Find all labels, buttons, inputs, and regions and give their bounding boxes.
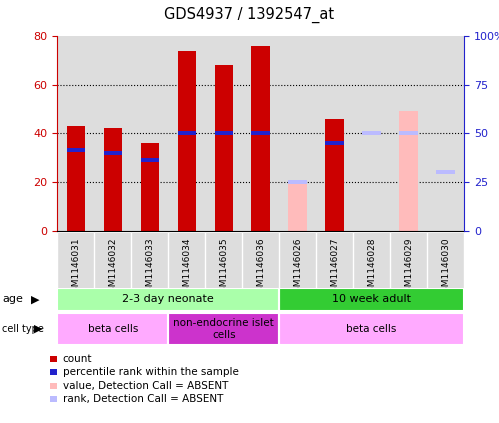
Text: beta cells: beta cells	[88, 324, 138, 334]
Bar	[288, 180, 307, 184]
Bar	[57, 36, 94, 231]
Bar	[390, 233, 427, 288]
Text: GSM1146035: GSM1146035	[219, 237, 228, 298]
Bar	[178, 50, 196, 231]
Bar	[279, 288, 464, 311]
Text: ▶: ▶	[34, 324, 42, 334]
Text: value, Detection Call = ABSENT: value, Detection Call = ABSENT	[63, 381, 228, 391]
Bar	[104, 151, 122, 155]
Bar	[353, 36, 390, 231]
Bar	[215, 131, 233, 135]
Bar	[288, 184, 307, 231]
Bar	[168, 36, 205, 231]
Bar	[279, 36, 316, 231]
Bar	[67, 126, 85, 231]
Bar	[279, 233, 316, 288]
Text: rank, Detection Call = ABSENT: rank, Detection Call = ABSENT	[63, 394, 223, 404]
Bar	[57, 288, 279, 311]
Bar	[251, 46, 270, 231]
Text: GSM1146033: GSM1146033	[145, 237, 154, 298]
Bar	[131, 36, 168, 231]
Text: GSM1146031: GSM1146031	[71, 237, 80, 298]
Bar	[316, 36, 353, 231]
Bar	[205, 36, 242, 231]
Bar	[353, 233, 390, 288]
Bar	[399, 131, 418, 135]
Bar	[141, 143, 159, 231]
Bar	[131, 233, 168, 288]
Bar	[316, 233, 353, 288]
Bar	[399, 111, 418, 231]
Text: GSM1146026: GSM1146026	[293, 237, 302, 297]
Text: age: age	[2, 294, 23, 304]
Text: GSM1146032: GSM1146032	[108, 237, 117, 297]
Bar	[427, 36, 464, 231]
Text: percentile rank within the sample: percentile rank within the sample	[63, 367, 239, 377]
Bar	[242, 233, 279, 288]
Text: beta cells: beta cells	[346, 324, 397, 334]
Bar	[325, 118, 344, 231]
Bar	[242, 36, 279, 231]
Bar	[279, 313, 464, 345]
Bar	[57, 233, 94, 288]
Text: count: count	[63, 354, 92, 364]
Bar	[390, 36, 427, 231]
Text: GSM1146028: GSM1146028	[367, 237, 376, 297]
Bar	[178, 131, 196, 135]
Bar	[168, 313, 279, 345]
Bar	[279, 313, 464, 345]
Text: ▶: ▶	[31, 294, 39, 304]
Bar	[67, 148, 85, 152]
Text: GDS4937 / 1392547_at: GDS4937 / 1392547_at	[165, 6, 334, 22]
Bar	[141, 158, 159, 162]
Text: GSM1146030: GSM1146030	[441, 237, 450, 298]
Bar	[251, 131, 270, 135]
Bar	[436, 170, 455, 174]
Bar	[94, 233, 131, 288]
Bar	[325, 141, 344, 145]
Bar	[205, 233, 242, 288]
Text: non-endocrine islet
cells: non-endocrine islet cells	[173, 318, 274, 340]
Bar	[427, 233, 464, 288]
Bar	[362, 131, 381, 135]
Bar	[57, 288, 279, 311]
Text: GSM1146027: GSM1146027	[330, 237, 339, 297]
Bar	[168, 313, 279, 345]
Bar	[57, 313, 168, 345]
Text: 10 week adult: 10 week adult	[332, 294, 411, 304]
Bar	[57, 313, 168, 345]
Text: GSM1146034: GSM1146034	[182, 237, 191, 297]
Text: GSM1146036: GSM1146036	[256, 237, 265, 298]
Text: cell type: cell type	[2, 324, 44, 334]
Bar	[215, 65, 233, 231]
Bar	[104, 129, 122, 231]
Bar	[94, 36, 131, 231]
Text: GSM1146029: GSM1146029	[404, 237, 413, 297]
Bar	[168, 233, 205, 288]
Bar	[279, 288, 464, 311]
Text: 2-3 day neonate: 2-3 day neonate	[122, 294, 214, 304]
